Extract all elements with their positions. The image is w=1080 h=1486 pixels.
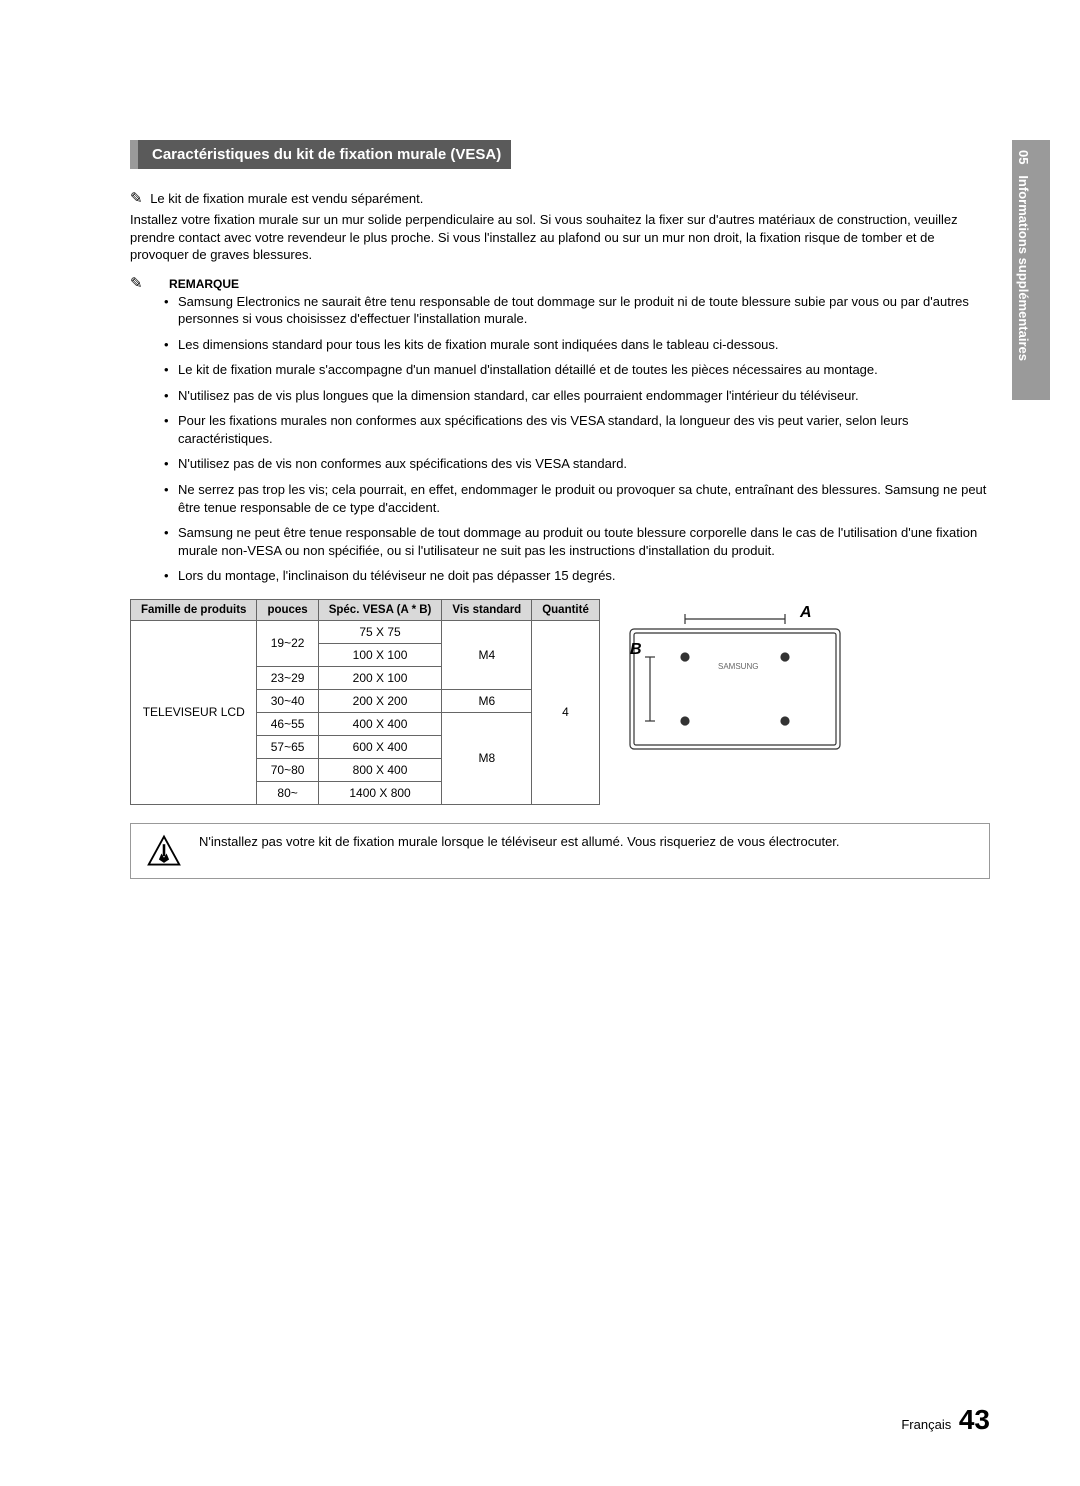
- cell-spec: 1400 X 800: [318, 781, 442, 804]
- list-item: Ne serrez pas trop les vis; cela pourrai…: [164, 481, 990, 516]
- chapter-number: 05: [1016, 150, 1031, 164]
- footer-lang: Français: [901, 1417, 951, 1432]
- section-title: Caractéristiques du kit de fixation mura…: [130, 140, 511, 169]
- col-screw: Vis standard: [442, 599, 532, 620]
- cell-screw: M4: [442, 620, 532, 689]
- cell-inches: 80~: [257, 781, 318, 804]
- note-icon: ✎: [130, 190, 143, 207]
- cell-family: TELEVISEUR LCD: [131, 620, 257, 804]
- cell-screw: M6: [442, 689, 532, 712]
- chapter-side-tab-text: 05 Informations supplémentaires: [1012, 140, 1035, 400]
- col-family: Famille de produits: [131, 599, 257, 620]
- warning-text: N'installez pas votre kit de fixation mu…: [199, 834, 840, 849]
- cell-inches: 30~40: [257, 689, 318, 712]
- table-header-row: Famille de produits pouces Spéc. VESA (A…: [131, 599, 600, 620]
- col-inches: pouces: [257, 599, 318, 620]
- cell-spec: 200 X 200: [318, 689, 442, 712]
- cell-inches: 57~65: [257, 735, 318, 758]
- diagram-label-a: A: [799, 604, 812, 621]
- remark-label: REMARQUE: [169, 277, 239, 291]
- page-number: 43: [959, 1404, 990, 1435]
- col-spec: Spéc. VESA (A * B): [318, 599, 442, 620]
- cell-spec: 200 X 100: [318, 666, 442, 689]
- list-item: Pour les fixations murales non conformes…: [164, 412, 990, 447]
- sold-separately-text: Le kit de fixation murale est vendu sépa…: [150, 191, 423, 206]
- list-item: N'utilisez pas de vis plus longues que l…: [164, 387, 990, 405]
- warning-icon: [147, 834, 181, 868]
- cell-inches: 70~80: [257, 758, 318, 781]
- remark-block: ✎ REMARQUE: [130, 274, 990, 293]
- cell-spec: 400 X 400: [318, 712, 442, 735]
- col-qty: Quantité: [532, 599, 600, 620]
- cell-inches: 19~22: [257, 620, 318, 666]
- intro-paragraph: Installez votre fixation murale sur un m…: [130, 211, 990, 264]
- cell-qty: 4: [532, 620, 600, 804]
- diagram-label-b: B: [630, 641, 642, 658]
- list-item: Les dimensions standard pour tous les ki…: [164, 336, 990, 354]
- table-row: TELEVISEUR LCD 19~22 75 X 75 M4 4: [131, 620, 600, 643]
- list-item: Le kit de fixation murale s'accompagne d…: [164, 361, 990, 379]
- cell-screw: M8: [442, 712, 532, 804]
- note-icon: ✎: [130, 275, 143, 292]
- list-item: Samsung Electronics ne saurait être tenu…: [164, 293, 990, 328]
- cell-inches: 23~29: [257, 666, 318, 689]
- tv-vesa-diagram: A B SAMSUNG: [620, 599, 850, 759]
- warning-box: N'installez pas votre kit de fixation mu…: [130, 823, 990, 879]
- manual-page: 05 Informations supplémentaires Caractér…: [0, 0, 1080, 919]
- table-and-diagram: Famille de produits pouces Spéc. VESA (A…: [130, 599, 990, 805]
- cell-spec: 100 X 100: [318, 643, 442, 666]
- list-item: Lors du montage, l'inclinaison du télévi…: [164, 567, 990, 585]
- list-item: Samsung ne peut être tenue responsable d…: [164, 524, 990, 559]
- sold-separately-note: ✎ Le kit de fixation murale est vendu sé…: [130, 189, 990, 207]
- vesa-spec-table: Famille de produits pouces Spéc. VESA (A…: [130, 599, 600, 805]
- chapter-side-tab: 05 Informations supplémentaires: [1012, 140, 1050, 400]
- list-item: N'utilisez pas de vis non conformes aux …: [164, 455, 990, 473]
- brand-text: SAMSUNG: [718, 662, 758, 671]
- chapter-label: Informations supplémentaires: [1016, 175, 1031, 361]
- cell-spec: 800 X 400: [318, 758, 442, 781]
- remark-list: Samsung Electronics ne saurait être tenu…: [130, 293, 990, 585]
- cell-spec: 600 X 400: [318, 735, 442, 758]
- page-footer: Français 43: [901, 1404, 990, 1436]
- cell-inches: 46~55: [257, 712, 318, 735]
- cell-spec: 75 X 75: [318, 620, 442, 643]
